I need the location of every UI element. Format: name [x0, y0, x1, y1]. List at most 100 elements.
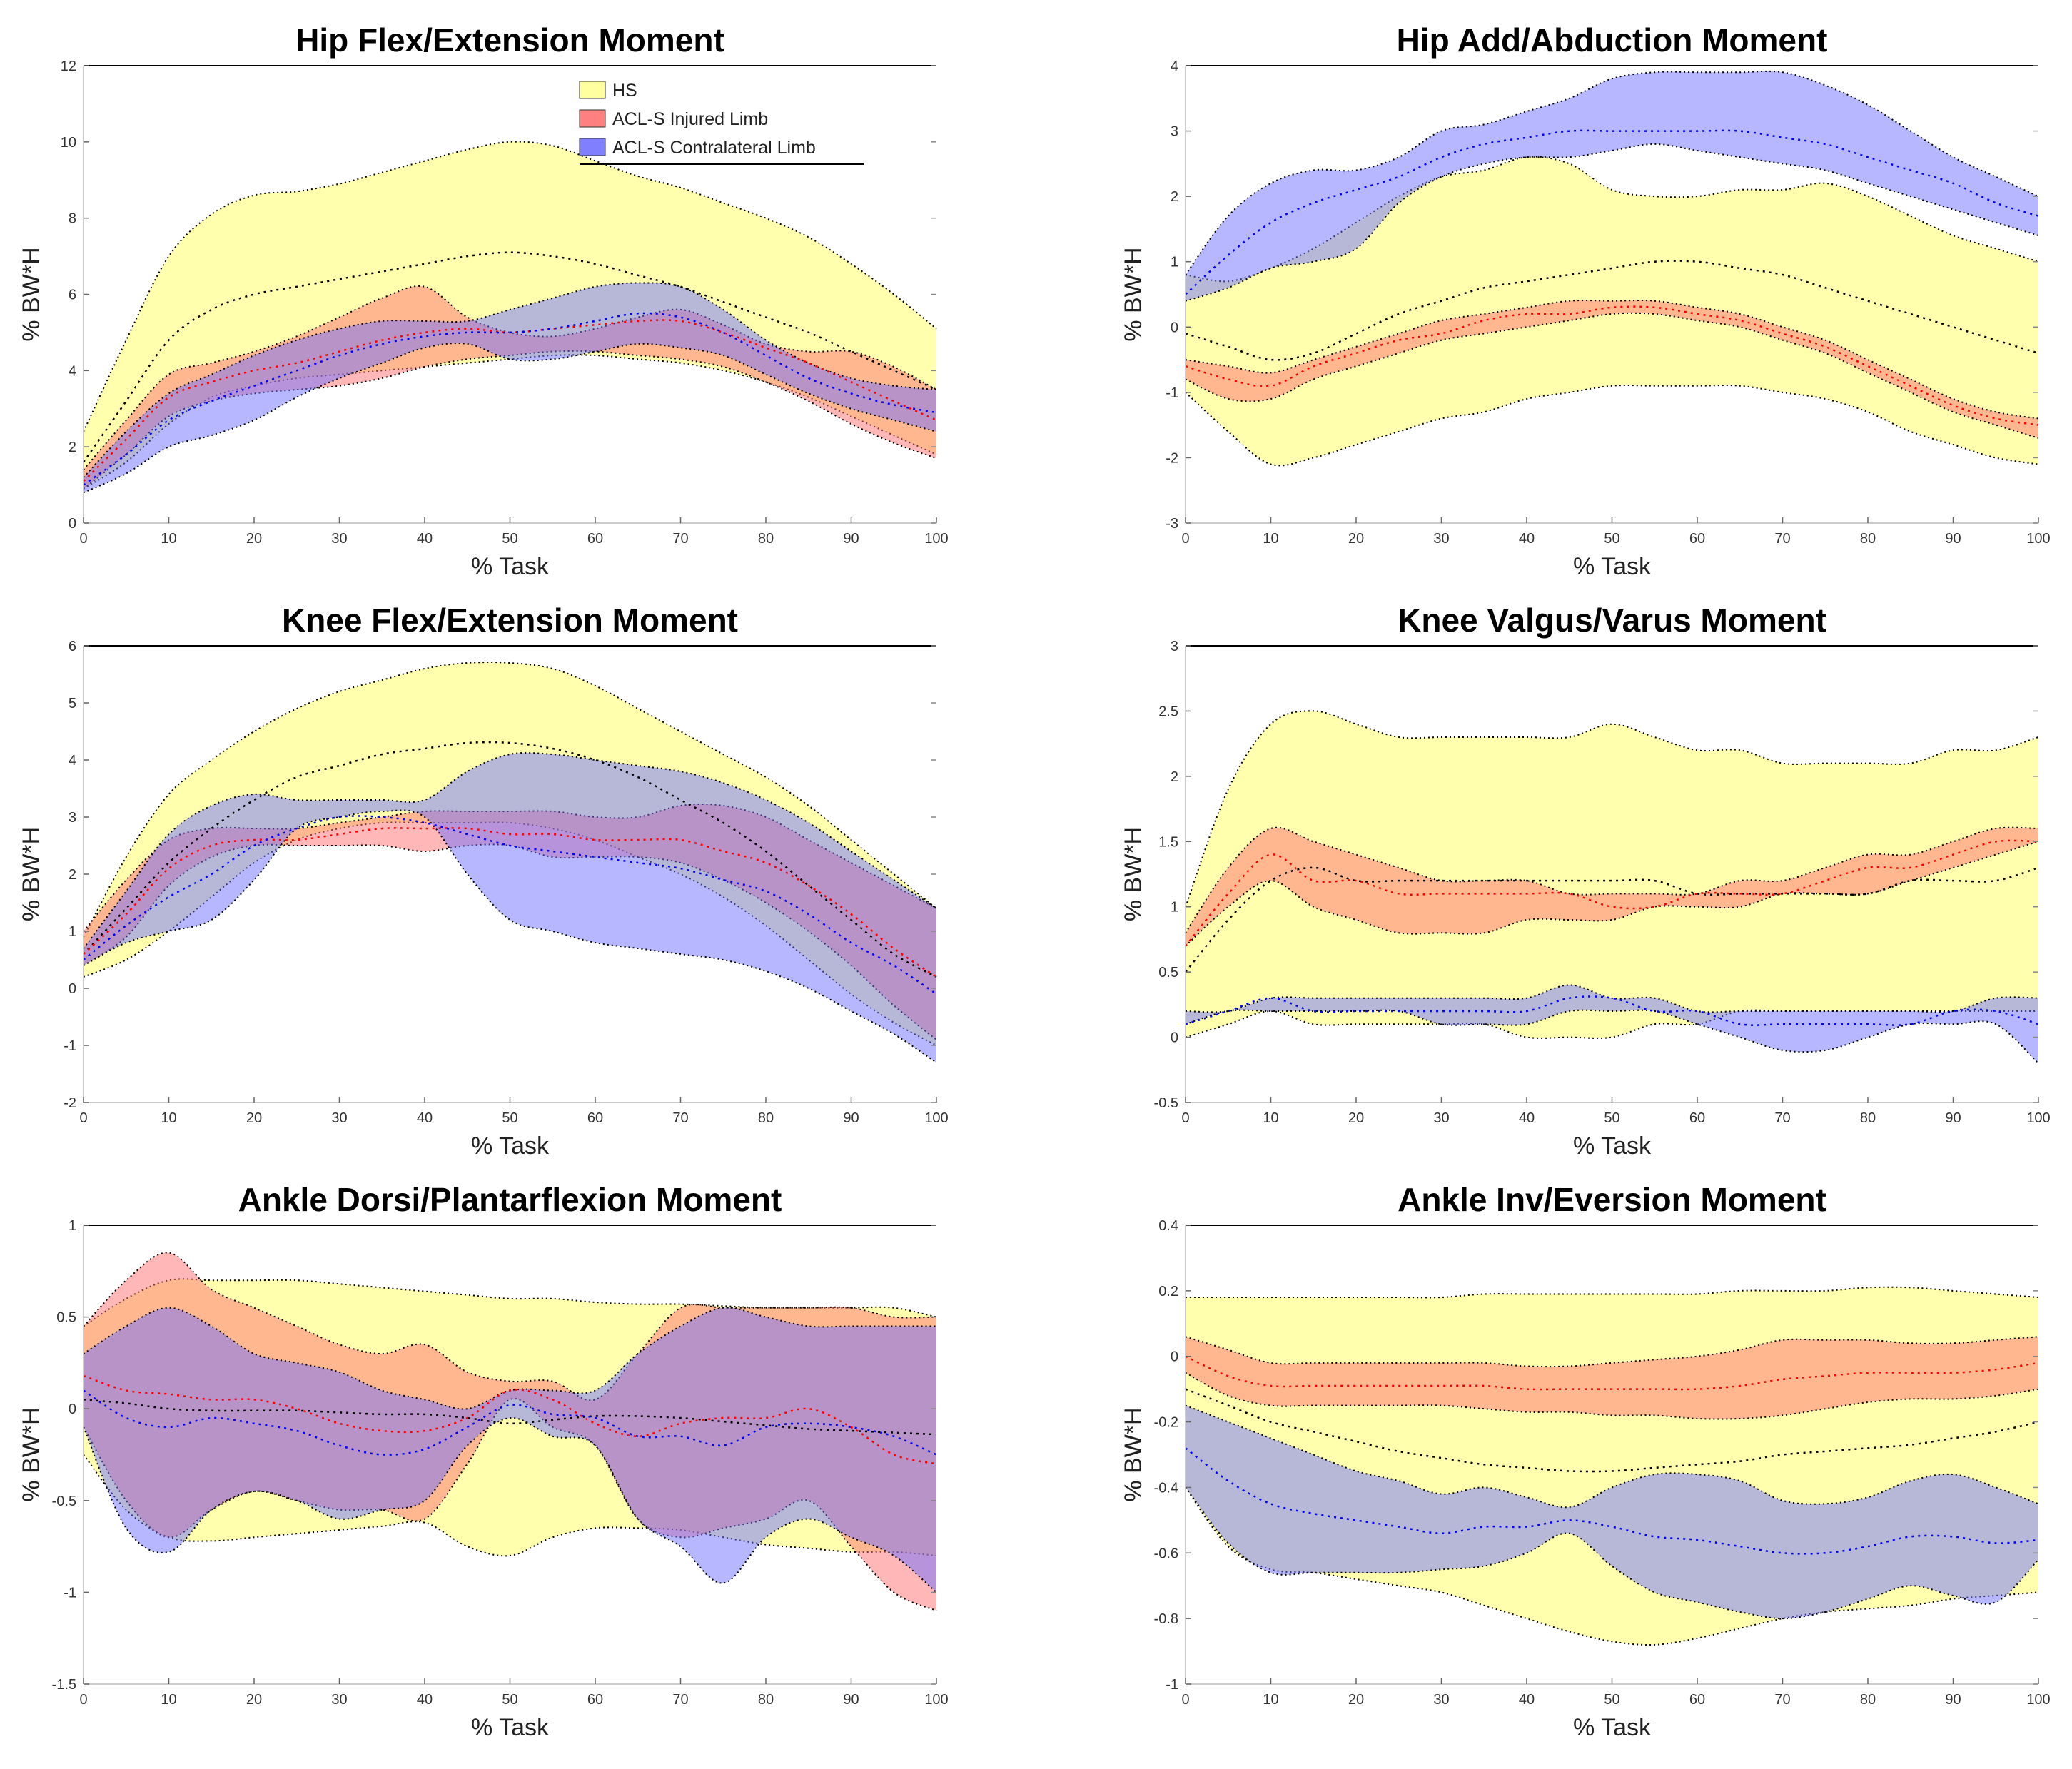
- x-tick-label: 50: [1604, 1110, 1619, 1126]
- mean-line-hs: [1185, 260, 2039, 361]
- x-tick-label: 60: [587, 1110, 603, 1126]
- x-tick-label: 90: [843, 1692, 859, 1708]
- band-upper-contra: [1185, 984, 2039, 1013]
- x-tick-label: 60: [587, 1692, 603, 1708]
- y-axis-label: % BW*H: [18, 827, 45, 921]
- y-tick-label: 12: [61, 59, 76, 74]
- y-tick-label: 3: [1171, 124, 1178, 140]
- band-upper-hs: [1185, 710, 2039, 908]
- y-axis-label: % BW*H: [1120, 1407, 1147, 1501]
- y-tick-label: 0.5: [1158, 965, 1178, 980]
- mean-line-injured: [83, 827, 937, 978]
- y-tick-label: 1.5: [1158, 834, 1178, 850]
- x-tick-label: 20: [1348, 1110, 1364, 1126]
- band-upper-contra: [1185, 70, 2039, 275]
- x-tick-label: 30: [331, 1692, 347, 1708]
- mean-line-contra: [1185, 1447, 2039, 1555]
- band-injured: [1186, 1337, 2038, 1419]
- x-tick-label: 60: [1689, 1110, 1705, 1126]
- band-upper-hs: [83, 662, 937, 938]
- x-tick-label: 90: [843, 531, 859, 547]
- y-tick-label: 3: [69, 810, 76, 826]
- y-tick-label: -0.5: [1154, 1095, 1178, 1111]
- x-tick-label: 50: [502, 531, 517, 547]
- band-lower-contra: [83, 1417, 937, 1593]
- panel-5: 0 10 20 30 40 50 60 70 80 90 100 -1.5 -1 -0.5 0 0.5 1 Ank…: [18, 1181, 949, 1741]
- band-lower-injured: [1185, 1372, 2039, 1420]
- mean-line-injured: [1185, 1355, 2039, 1391]
- x-tick-label: 10: [161, 531, 176, 547]
- y-tick-label: 3: [1171, 639, 1178, 654]
- x-tick-label: 10: [1263, 1110, 1278, 1126]
- x-tick-label: 70: [1774, 1692, 1790, 1708]
- band-upper-contra: [1185, 1404, 2039, 1509]
- x-tick-label: 50: [1604, 1692, 1619, 1708]
- y-tick-label: 6: [69, 288, 76, 303]
- x-axis-label: % Task: [471, 553, 550, 580]
- panel-title: Hip Flex/Extension Moment: [295, 21, 724, 59]
- x-tick-label: 60: [1689, 1692, 1705, 1708]
- y-axis-label: % BW*H: [18, 247, 45, 341]
- x-tick-label: 30: [1433, 1692, 1449, 1708]
- x-tick-label: 0: [79, 1692, 87, 1708]
- x-tick-label: 70: [672, 1692, 688, 1708]
- x-axis-label: % Task: [1573, 553, 1652, 580]
- mean-line-contra: [1185, 129, 2039, 295]
- y-tick-label: -2: [1166, 450, 1178, 466]
- mean-line-contra: [83, 815, 937, 995]
- band-injured: [1186, 300, 2038, 438]
- x-tick-label: 10: [161, 1692, 176, 1708]
- x-tick-label: 50: [502, 1692, 517, 1708]
- x-tick-label: 10: [1263, 1692, 1278, 1708]
- x-tick-label: 40: [1519, 1110, 1535, 1126]
- mean-line-hs: [1185, 1388, 2039, 1473]
- band-upper-injured: [83, 1252, 937, 1401]
- x-tick-label: 100: [2026, 1110, 2050, 1126]
- x-tick-label: 20: [1348, 531, 1364, 547]
- y-axis-label: % BW*H: [1120, 827, 1147, 921]
- panel-title: Knee Valgus/Varus Moment: [1398, 602, 1826, 639]
- y-tick-label: -0.8: [1154, 1611, 1178, 1627]
- x-tick-label: 50: [502, 1110, 517, 1126]
- band-upper-injured: [1185, 299, 2039, 420]
- x-tick-label: 70: [1774, 1110, 1790, 1126]
- panel-4: 0 10 20 30 40 50 60 70 80 90 100-0.500.511.522.53K…: [1120, 602, 2051, 1160]
- x-tick-label: 0: [79, 1110, 87, 1126]
- x-tick-label: 30: [1433, 531, 1449, 547]
- band-lower-injured: [1185, 841, 2039, 947]
- y-tick-label: 5: [69, 696, 76, 711]
- x-tick-label: 40: [417, 531, 433, 547]
- y-tick-label: 0.4: [1158, 1218, 1178, 1234]
- x-tick-label: 0: [1181, 531, 1189, 547]
- y-tick-label: 0: [69, 981, 76, 997]
- x-tick-label: 20: [246, 1110, 262, 1126]
- x-tick-label: 10: [161, 1110, 176, 1126]
- x-tick-label: 90: [1945, 531, 1961, 547]
- panel-2: 0 10 20 30 40 50 60 70 80 90 100 -3 -2 -1 0 1 2 3 4 Hip Add…: [1120, 21, 2051, 580]
- band-injured: [1186, 827, 2038, 946]
- legend-label-hs: HS: [612, 81, 637, 101]
- x-axis-label: % Task: [471, 1132, 550, 1160]
- x-tick-label: 40: [417, 1692, 433, 1708]
- x-tick-label: 80: [1860, 1692, 1876, 1708]
- x-axis-label: % Task: [1573, 1714, 1652, 1741]
- band-upper-injured: [83, 285, 937, 470]
- y-tick-label: 0: [1171, 1349, 1178, 1365]
- band-upper-contra: [83, 282, 937, 478]
- band-contra: [1186, 1405, 2038, 1619]
- legend-label-contra: ACL-S Contralateral Limb: [612, 138, 816, 158]
- y-tick-label: 6: [69, 639, 76, 654]
- x-tick-label: 10: [1263, 531, 1278, 547]
- x-tick-label: 0: [1181, 1110, 1189, 1126]
- band-lower-contra: [83, 809, 937, 1063]
- y-tick-label: 2: [69, 867, 76, 883]
- y-tick-label: 1: [1171, 255, 1178, 270]
- band-contra: [84, 283, 936, 493]
- legend-swatch-hs: [579, 81, 606, 99]
- x-tick-label: 100: [2026, 531, 2050, 547]
- x-tick-label: 100: [924, 1110, 948, 1126]
- y-tick-label: 8: [69, 211, 76, 227]
- mean-line-hs: [82, 251, 937, 463]
- band-lower-hs: [1185, 385, 2039, 467]
